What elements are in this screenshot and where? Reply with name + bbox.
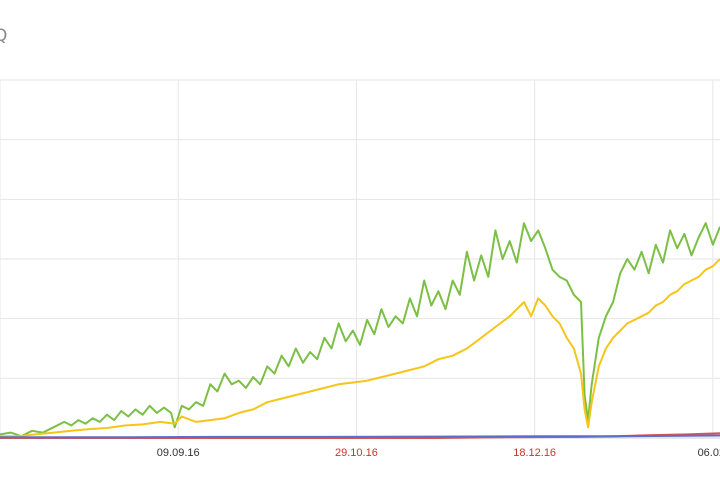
x-tick-label: 18.12.16 (513, 447, 556, 459)
series-line-1 (0, 258, 720, 438)
partial-header-label: ᷊Q (0, 26, 8, 46)
series-group (0, 222, 720, 439)
series-line-0 (0, 222, 720, 438)
x-tick-label: 29.10.16 (335, 447, 378, 459)
x-tick-label: 09.09.16 (157, 447, 200, 459)
series-line-3 (0, 434, 720, 439)
grid (0, 79, 720, 439)
x-tick-label: 06.02. (698, 447, 720, 459)
